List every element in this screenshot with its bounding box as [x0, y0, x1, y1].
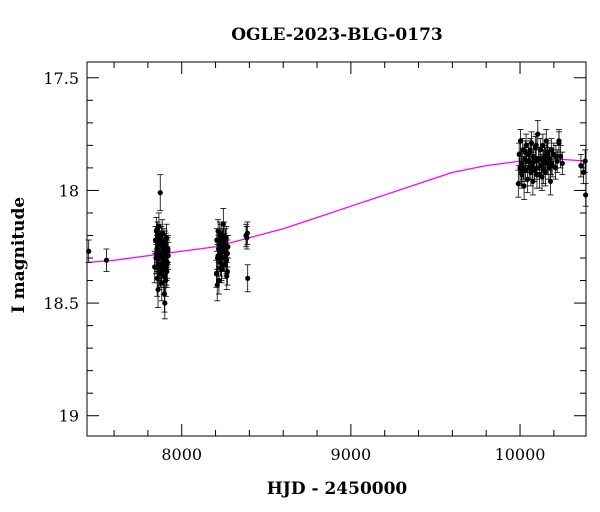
data-marker — [165, 248, 171, 254]
data-marker — [578, 163, 584, 169]
x-tick-label: 10000 — [495, 445, 546, 464]
data-marker — [219, 241, 225, 248]
chart-title: OGLE-2023-BLG-0173 — [231, 25, 443, 45]
y-axis-label: I magnitude — [9, 197, 29, 314]
data-marker — [548, 147, 554, 153]
data-point — [224, 257, 231, 286]
data-marker — [245, 275, 251, 281]
data-point — [547, 167, 554, 196]
data-point — [527, 138, 534, 162]
x-tick-label: 9000 — [331, 445, 372, 464]
data-point — [548, 151, 555, 176]
data-marker — [548, 160, 554, 166]
data-marker — [527, 147, 533, 153]
data-marker — [537, 156, 543, 162]
data-point — [164, 237, 171, 266]
data-marker — [213, 271, 220, 277]
data-point — [515, 169, 522, 198]
plot-frame — [86, 61, 587, 437]
data-marker — [528, 140, 535, 146]
data-marker — [523, 142, 529, 148]
data-marker — [518, 169, 524, 175]
x-axis: 8000 9000 10000 — [113, 62, 555, 464]
data-marker — [533, 142, 539, 148]
data-point — [577, 153, 584, 178]
data-point — [544, 142, 551, 167]
data-marker — [244, 235, 250, 241]
data-marker — [161, 250, 167, 257]
data-point — [244, 264, 251, 293]
data-points-group — [85, 120, 589, 320]
data-point — [243, 226, 250, 250]
data-point — [582, 149, 589, 173]
data-marker — [158, 262, 165, 268]
data-point — [533, 160, 540, 189]
data-point — [522, 140, 529, 164]
data-marker — [556, 138, 562, 144]
data-marker — [162, 300, 168, 306]
y-tick-label: 18 — [59, 181, 79, 200]
data-point — [161, 286, 168, 320]
data-marker — [522, 149, 528, 155]
data-marker — [517, 138, 524, 144]
y-axis: 17.5 18 18.5 19 — [43, 69, 586, 426]
data-marker — [217, 250, 223, 257]
y-tick-label: 18.5 — [43, 294, 79, 313]
data-marker — [156, 271, 162, 277]
y-tick-label: 17.5 — [43, 69, 79, 88]
data-marker — [547, 178, 554, 185]
x-tick-label: 8000 — [161, 445, 202, 464]
data-marker — [529, 165, 536, 171]
data-marker — [103, 257, 110, 263]
data-point — [103, 248, 110, 272]
data-marker — [534, 172, 540, 178]
data-point — [552, 144, 559, 169]
x-axis-label: HJD - 2450000 — [267, 479, 408, 499]
data-point — [555, 129, 562, 153]
data-point — [154, 228, 161, 257]
data-marker — [554, 158, 560, 164]
data-marker — [163, 277, 169, 284]
y-tick-label: 19 — [59, 407, 79, 426]
data-marker — [157, 235, 163, 241]
data-point — [542, 147, 549, 171]
data-marker — [223, 257, 230, 263]
data-point — [157, 174, 164, 212]
plot-frame-border — [86, 61, 587, 437]
data-marker — [542, 156, 549, 162]
data-point — [517, 129, 524, 153]
data-marker — [553, 154, 559, 160]
data-marker — [515, 181, 521, 187]
data-marker — [86, 248, 92, 254]
data-marker — [582, 158, 588, 164]
data-point — [244, 221, 251, 245]
data-point — [214, 268, 221, 302]
data-point — [518, 158, 525, 187]
data-point — [85, 239, 92, 263]
data-point — [222, 228, 229, 252]
data-marker — [154, 239, 160, 245]
data-marker — [157, 190, 163, 196]
data-marker — [559, 160, 565, 166]
data-point — [533, 133, 540, 158]
data-marker — [224, 273, 230, 279]
data-marker — [583, 192, 589, 198]
data-marker — [164, 268, 170, 275]
data-point — [582, 183, 589, 207]
data-marker — [214, 282, 220, 288]
data-point — [160, 239, 167, 268]
data-point — [217, 239, 224, 268]
data-point — [158, 250, 165, 279]
data-marker — [224, 268, 230, 275]
data-marker — [154, 275, 160, 281]
data-marker — [220, 221, 226, 227]
data-marker — [244, 230, 250, 236]
data-marker — [538, 163, 544, 169]
data-point — [163, 255, 170, 288]
data-marker — [544, 151, 551, 157]
data-marker — [222, 237, 228, 243]
